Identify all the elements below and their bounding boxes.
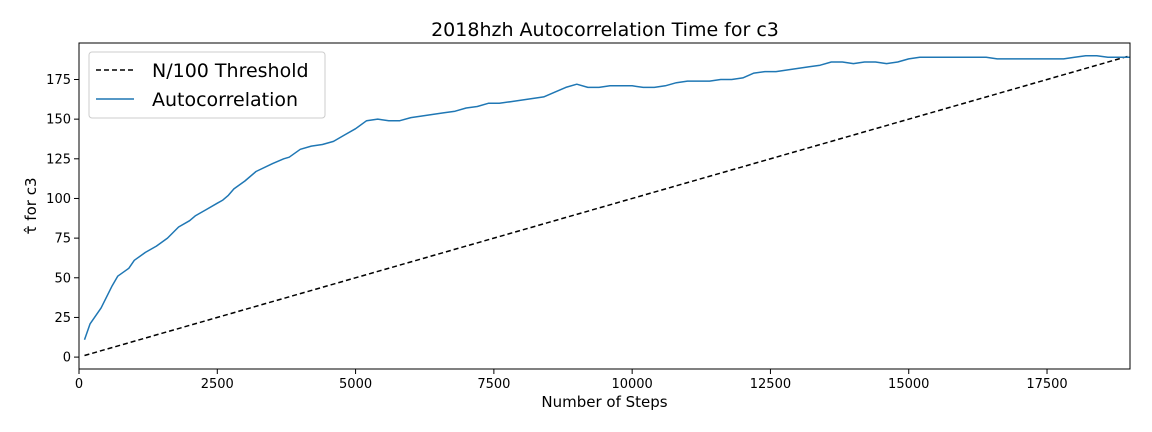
x-tick-label: 17500 — [1026, 377, 1067, 392]
legend-box — [88, 51, 326, 119]
legend-label: N/100 Threshold — [152, 60, 309, 82]
x-axis-label: Number of Steps — [541, 393, 667, 411]
x-tick-label: 5000 — [339, 377, 372, 392]
y-tick-label: 50 — [54, 271, 71, 286]
y-tick-label: 0 — [63, 351, 71, 366]
series-layer — [83, 54, 1131, 357]
x-tick-label: 15000 — [888, 377, 929, 392]
x-tick-label: 2500 — [201, 377, 234, 392]
plot-frame — [78, 42, 1131, 370]
y-tick-label: 125 — [46, 152, 71, 167]
chart-title: 2018hzh Autocorrelation Time for c3 — [431, 19, 779, 41]
y-tick-label: 175 — [46, 73, 71, 88]
series-line-n-100-threshold — [84, 54, 1131, 357]
y-tick-label: 75 — [54, 232, 71, 247]
y-tick-label: 100 — [46, 192, 71, 207]
x-tick-label: 12500 — [750, 377, 791, 392]
x-tick-label: 10000 — [611, 377, 652, 392]
x-tick-label: 0 — [75, 377, 83, 392]
ticks-layer: 0 2500 5000 7500 10000 12500 15000 17500 0 25 50 75… — [46, 73, 1068, 392]
y-tick-label: 150 — [46, 113, 71, 128]
series-line-autocorrelation — [83, 54, 1130, 340]
legend-label: Autocorrelation — [152, 89, 298, 111]
y-tick-label: 25 — [54, 311, 71, 326]
x-tick-label: 7500 — [477, 377, 510, 392]
y-axis-label: τ̂ for c3 — [22, 178, 40, 235]
legend: N/100 Threshold Autocorrelation — [88, 51, 326, 119]
